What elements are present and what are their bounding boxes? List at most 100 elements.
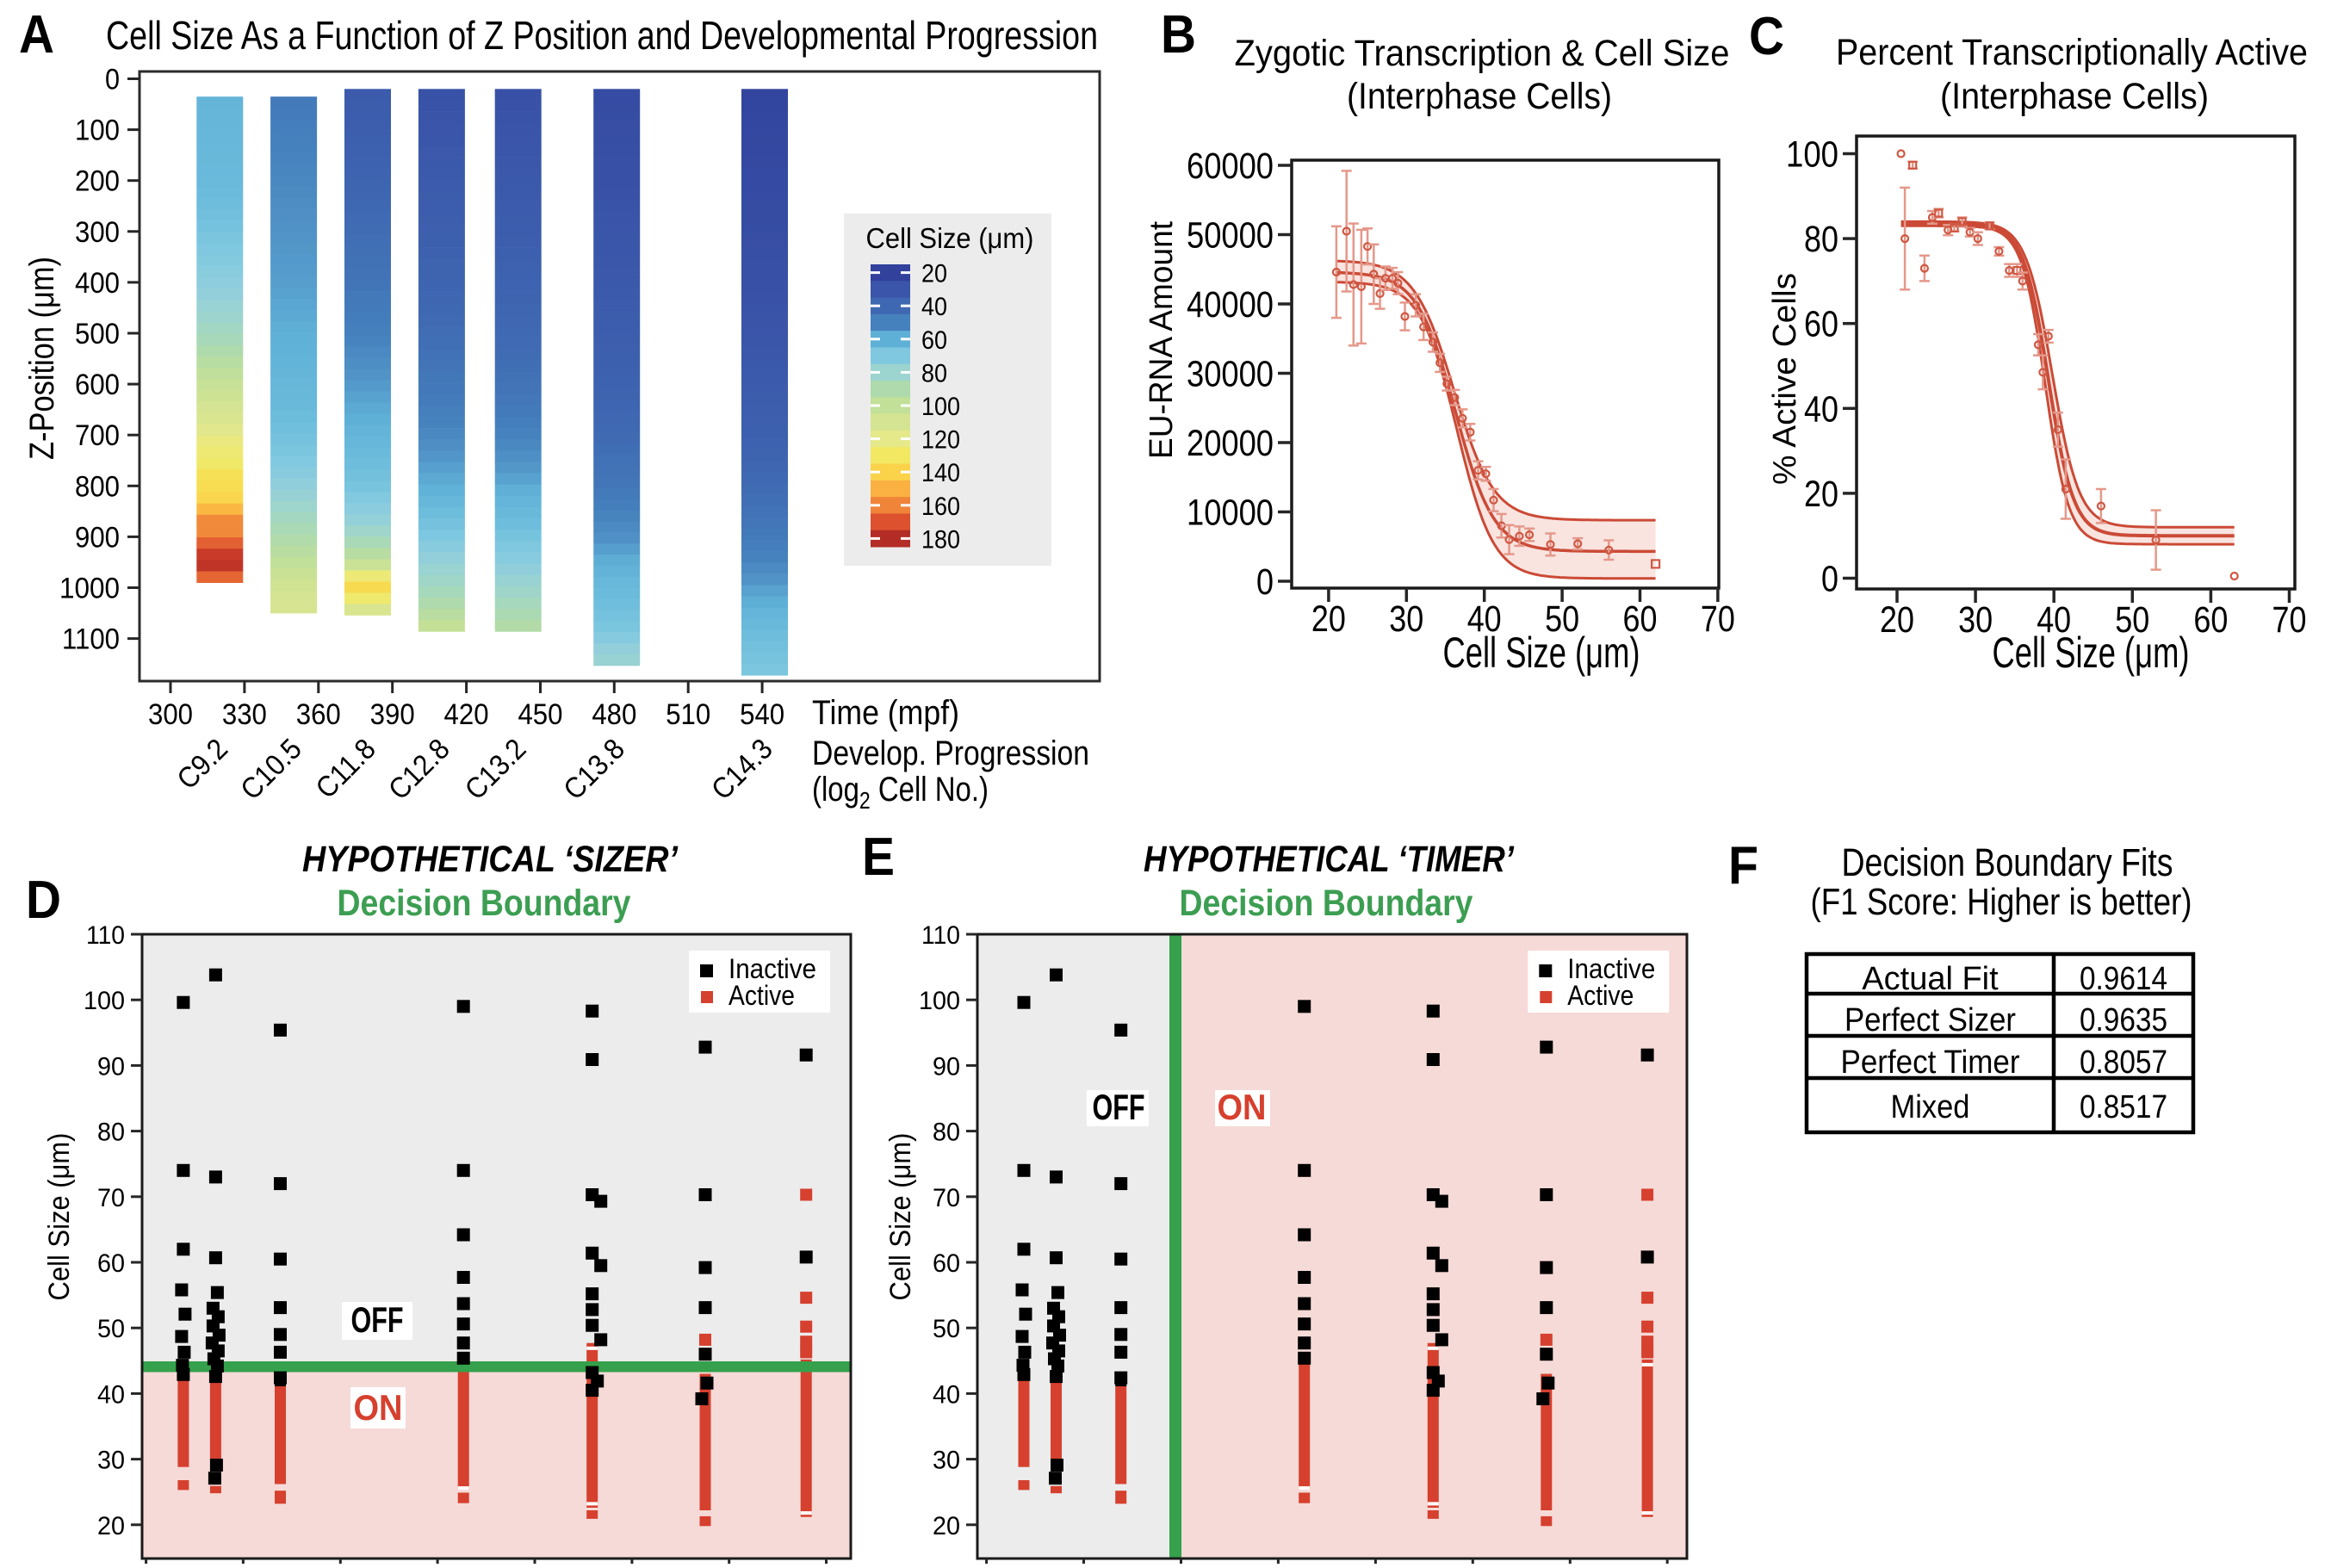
svg-text:10000: 10000 (1187, 493, 1274, 534)
svg-text:OFF: OFF (1093, 1087, 1145, 1127)
svg-text:40000: 40000 (1187, 284, 1274, 325)
svg-text:0: 0 (105, 64, 120, 96)
svg-text:Z-Position (μm): Z-Position (μm) (23, 257, 61, 460)
svg-text:90: 90 (97, 1052, 125, 1081)
svg-text:Decision Boundary: Decision Boundary (338, 883, 631, 924)
svg-text:70: 70 (2272, 599, 2307, 641)
svg-text:50: 50 (1545, 598, 1579, 640)
svg-text:20: 20 (1880, 599, 1914, 641)
svg-text:450: 450 (518, 698, 562, 731)
svg-text:0: 0 (1821, 559, 1838, 600)
svg-text:50: 50 (933, 1315, 960, 1343)
svg-text:Cell Size (μm): Cell Size (μm) (884, 1133, 917, 1301)
svg-text:390: 390 (370, 698, 415, 731)
svg-text:(Interphase Cells): (Interphase Cells) (1347, 76, 1612, 117)
svg-text:OFF: OFF (351, 1299, 404, 1340)
svg-text:160: 160 (921, 493, 960, 521)
svg-text:420: 420 (444, 698, 489, 731)
svg-text:Perfect Sizer: Perfect Sizer (1844, 1002, 2016, 1038)
svg-text:330: 330 (222, 698, 267, 731)
svg-text:Cell Size (μm): Cell Size (μm) (1443, 629, 1640, 677)
svg-text:400: 400 (75, 267, 120, 300)
svg-text:50: 50 (97, 1315, 125, 1343)
svg-text:Perfect Timer: Perfect Timer (1841, 1044, 2020, 1081)
svg-text:0.8057: 0.8057 (2080, 1044, 2167, 1081)
svg-text:180: 180 (921, 525, 960, 554)
svg-text:70: 70 (1701, 598, 1735, 640)
svg-text:E: E (862, 827, 895, 887)
svg-text:700: 700 (75, 419, 120, 452)
svg-text:30: 30 (97, 1447, 125, 1475)
svg-text:20000: 20000 (1187, 423, 1274, 464)
svg-text:(F1 Score: Higher is better): (F1 Score: Higher is better) (1811, 881, 2192, 923)
svg-text:20: 20 (921, 260, 947, 288)
svg-text:80: 80 (97, 1119, 125, 1147)
svg-text:100: 100 (75, 115, 120, 147)
svg-text:800: 800 (75, 470, 120, 503)
svg-text:EU-RNA Amount: EU-RNA Amount (1144, 221, 1180, 459)
svg-text:140: 140 (921, 459, 960, 487)
svg-text:HYPOTHETICAL ‘SIZER’: HYPOTHETICAL ‘SIZER’ (302, 839, 679, 880)
svg-text:Time (mpf): Time (mpf) (812, 694, 959, 732)
svg-text:30: 30 (1389, 598, 1423, 640)
svg-text:40: 40 (921, 293, 947, 321)
svg-text:360: 360 (296, 698, 341, 731)
svg-text:100: 100 (919, 987, 960, 1015)
svg-text:120: 120 (921, 426, 960, 455)
svg-text:F: F (1728, 836, 1758, 896)
svg-text:100: 100 (921, 393, 960, 421)
svg-text:Decision Boundary Fits: Decision Boundary Fits (1842, 840, 2173, 884)
svg-text:900: 900 (75, 521, 120, 554)
svg-text:0.9614: 0.9614 (2080, 961, 2167, 997)
svg-text:540: 540 (740, 698, 784, 731)
svg-text:500: 500 (75, 318, 120, 350)
svg-text:Cell Size (μm): Cell Size (μm) (1993, 629, 2190, 677)
svg-text:40: 40 (933, 1380, 960, 1409)
svg-text:30: 30 (933, 1447, 960, 1475)
svg-text:70: 70 (933, 1184, 960, 1212)
svg-text:0: 0 (1256, 561, 1274, 603)
svg-text:80: 80 (1804, 219, 1838, 260)
svg-text:20: 20 (933, 1512, 960, 1540)
svg-text:Inactive: Inactive (1567, 953, 1655, 984)
svg-text:40: 40 (2037, 599, 2071, 641)
svg-text:Mixed: Mixed (1891, 1089, 1970, 1125)
svg-text:40: 40 (1804, 388, 1838, 430)
svg-text:C: C (1749, 7, 1784, 66)
svg-text:50000: 50000 (1187, 215, 1274, 257)
svg-text:Active: Active (1567, 980, 1634, 1011)
svg-text:B: B (1161, 5, 1196, 65)
svg-text:40: 40 (97, 1380, 125, 1409)
svg-text:30000: 30000 (1187, 354, 1274, 395)
svg-text:300: 300 (148, 698, 193, 731)
svg-text:A: A (19, 5, 54, 65)
svg-text:20: 20 (1311, 598, 1346, 640)
svg-text:Zygotic Transcription & Cell S: Zygotic Transcription & Cell Size (1235, 33, 1730, 74)
svg-text:ON: ON (1218, 1087, 1267, 1127)
svg-text:60: 60 (933, 1249, 960, 1278)
svg-text:30: 30 (1958, 599, 1993, 641)
svg-text:300: 300 (75, 216, 120, 249)
svg-text:20: 20 (97, 1512, 125, 1540)
svg-text:0.9635: 0.9635 (2080, 1002, 2167, 1038)
svg-text:1000: 1000 (59, 573, 120, 605)
svg-text:80: 80 (933, 1119, 960, 1147)
svg-text:Actual Fit: Actual Fit (1862, 961, 1999, 997)
svg-text:Cell Size As a Function of Z P: Cell Size As a Function of Z Position an… (106, 13, 1098, 58)
svg-text:60: 60 (1623, 598, 1658, 640)
svg-text:200: 200 (75, 165, 120, 198)
svg-text:Inactive: Inactive (728, 953, 816, 984)
svg-text:ON: ON (354, 1387, 403, 1428)
svg-text:60: 60 (1804, 304, 1838, 345)
svg-text:70: 70 (97, 1184, 125, 1212)
svg-text:20: 20 (1804, 474, 1838, 515)
svg-text:Decision Boundary: Decision Boundary (1180, 883, 1473, 924)
svg-text:90: 90 (933, 1052, 960, 1081)
svg-text:% Active Cells: % Active Cells (1767, 273, 1803, 485)
svg-text:Percent Transcriptionally Acti: Percent Transcriptionally Active (1836, 32, 2308, 73)
svg-text:HYPOTHETICAL ‘TIMER’: HYPOTHETICAL ‘TIMER’ (1144, 839, 1515, 880)
svg-text:(Interphase Cells): (Interphase Cells) (1940, 76, 2209, 117)
svg-text:Develop. Progression: Develop. Progression (812, 734, 1089, 772)
svg-text:110: 110 (86, 921, 125, 950)
svg-text:480: 480 (592, 698, 636, 731)
